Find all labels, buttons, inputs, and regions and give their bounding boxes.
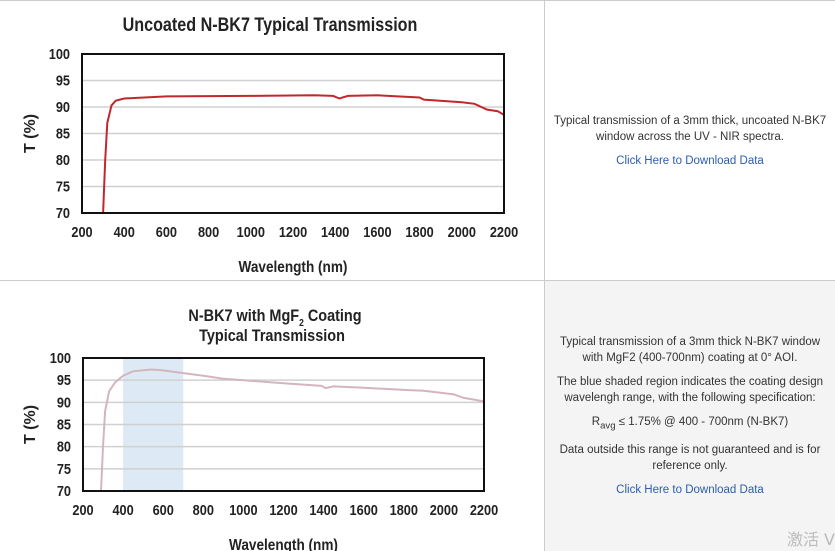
- x-tick-label: 1200: [279, 223, 308, 240]
- y-tick-label: 70: [57, 482, 71, 499]
- y-tick-label: 90: [56, 98, 70, 115]
- plot-frame: [81, 53, 505, 214]
- y-tick-label: 95: [56, 71, 70, 88]
- x-tick-label: 200: [72, 501, 93, 518]
- x-tick-label: 1400: [309, 501, 338, 518]
- x-tick-label: 400: [114, 223, 135, 240]
- description-text: The blue shaded region indicates the coa…: [557, 375, 823, 404]
- plot-frame: [82, 357, 485, 492]
- watermark: 激活 V: [786, 530, 835, 549]
- x-axis-label: Wavelength (nm): [229, 537, 338, 551]
- y-tick-label: 75: [57, 460, 71, 477]
- description-text: Typical transmission of a 3mm thick N-BK…: [559, 335, 821, 364]
- x-tick-label: 600: [156, 223, 177, 240]
- chart-title: N-BK7 with MgF2 Coating: [188, 307, 361, 328]
- y-tick-label: 100: [50, 349, 71, 366]
- y-tick-label: 95: [57, 371, 71, 388]
- y-tick-label: 100: [49, 45, 70, 62]
- chart-uncoated: 70 75 80 85 90 95 100 200 400 600 800 1000 1200 1400 1…: [0, 1, 545, 281]
- y-tick-label: 90: [57, 393, 71, 410]
- y-tick-label: 70: [56, 204, 70, 221]
- description-uncoated: Typical transmission of a 3mm thick, unc…: [545, 1, 835, 281]
- y-tick-label: 75: [56, 177, 70, 194]
- chart-svg: 70 75 80 85 90 95 100 200 400 600 800 1000 1200 1400 1…: [22, 307, 499, 551]
- description-mgf2: Typical transmission of a 3mm thick N-BK…: [545, 281, 835, 551]
- x-tick-label: 400: [112, 501, 133, 518]
- download-data-link[interactable]: Click Here to Download Data: [616, 155, 764, 167]
- y-axis-label: T (%): [22, 405, 39, 444]
- chart-title-line2: Typical Transmission: [199, 327, 345, 345]
- download-data-link[interactable]: Click Here to Download Data: [616, 484, 764, 497]
- x-tick-label: 2200: [490, 223, 519, 240]
- chart-title: Uncoated N-BK7 Typical Transmission: [123, 14, 418, 36]
- x-tick-label: 2000: [448, 223, 477, 240]
- spec-rest: ≤ 1.75% @ 400 - 700nm (N-BK7): [615, 415, 789, 428]
- spec-sub: avg: [600, 420, 616, 432]
- x-tick-label: 1800: [390, 501, 419, 518]
- x-tick-label: 200: [71, 223, 92, 240]
- x-tick-label: 1000: [229, 501, 258, 518]
- x-tick-label: 1400: [321, 223, 350, 240]
- x-tick-label: 800: [198, 223, 219, 240]
- x-tick-label: 1200: [269, 501, 298, 518]
- y-tick-label: 80: [57, 438, 71, 455]
- description-text: Data outside this range is not guarantee…: [559, 444, 821, 473]
- x-tick-label: 2200: [470, 501, 499, 518]
- description-text: Typical transmission of a 3mm thick, unc…: [553, 115, 827, 143]
- x-tick-label: 1000: [237, 223, 266, 240]
- y-axis-label: T (%): [22, 114, 39, 153]
- x-tick-label: 2000: [430, 501, 459, 518]
- y-tick-label: 85: [57, 415, 71, 432]
- x-tick-label: 1800: [405, 223, 434, 240]
- chart-svg: 70 75 80 85 90 95 100 200 400 600 800 1000 1200 1400 1…: [22, 14, 519, 277]
- series-line: [102, 94, 505, 214]
- chart-mgf2: 70 75 80 85 90 95 100 200 400 600 800 1000 1200 1400 1…: [0, 281, 545, 551]
- x-tick-label: 600: [153, 501, 174, 518]
- series-line: [100, 368, 485, 492]
- spec-text: Ravg ≤ 1.75% @ 400 - 700nm (N-BK7): [592, 414, 788, 434]
- x-tick-label: 800: [193, 501, 214, 518]
- spec-r: R: [591, 415, 601, 428]
- y-tick-label: 85: [56, 124, 70, 141]
- y-tick-label: 80: [56, 151, 70, 168]
- x-tick-label: 1600: [363, 223, 392, 240]
- x-tick-label: 1600: [350, 501, 379, 518]
- x-axis-label: Wavelength (nm): [239, 259, 348, 276]
